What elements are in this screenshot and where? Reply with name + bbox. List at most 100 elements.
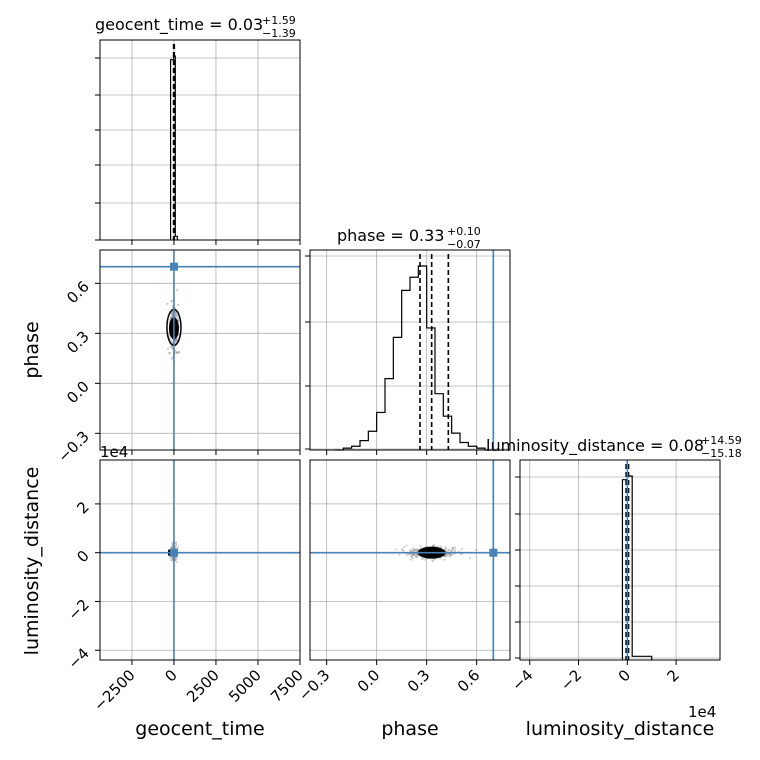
panel-phase-hist — [309, 249, 511, 451]
xtick-label-luminosity-distance-2: 0 — [615, 666, 634, 685]
xtick-label-luminosity-distance-1: −2 — [557, 666, 585, 694]
scatter-point-b-167 — [166, 347, 170, 350]
xtick-label-phase-1: 0.0 — [354, 666, 384, 696]
scatter-point-b-75 — [174, 349, 177, 352]
ytick-label-phase-3: 0.6 — [63, 277, 93, 307]
scatter-point-e-30 — [405, 544, 408, 547]
scatter-point-b-250 — [176, 313, 179, 316]
scatter-point-e-224 — [414, 548, 416, 551]
scatter-point-d-127 — [170, 546, 173, 549]
ylabel-phase: phase — [21, 321, 43, 378]
scatter-point-b-103 — [176, 288, 179, 292]
panel-geocent-time-luminosity-distance — [99, 459, 301, 661]
panel-geocent-time-hist — [99, 39, 301, 241]
ytick-label-luminosity-distance-3: 2 — [73, 498, 92, 517]
ylabel-luminosity-distance: luminosity_distance — [21, 467, 43, 656]
truth-marker-e — [489, 548, 498, 557]
xtick-label-geocent-time-2: 2500 — [183, 666, 223, 706]
title-luminosity-distance-plus: +14.59 — [701, 434, 742, 447]
scatter-point-b-26 — [166, 302, 169, 305]
scatter-point-e-222 — [449, 554, 452, 557]
panel-geocent-time-phase — [99, 249, 301, 451]
scatter-point-e-311 — [408, 553, 411, 556]
scatter-point-e-273 — [431, 559, 434, 562]
scatter-point-e-259 — [412, 547, 415, 550]
scatter-point-e-126 — [447, 549, 450, 552]
truth-marker-b — [169, 262, 178, 271]
scatter-point-e-217 — [474, 549, 477, 551]
scatter-point-b-244 — [168, 352, 172, 355]
scatter-point-e-270 — [451, 553, 454, 556]
scatter-point-e-277 — [419, 545, 422, 548]
scatter-point-e-146 — [451, 546, 454, 549]
xtick-label-geocent-time-1: 0 — [161, 666, 180, 685]
offset-text-y: 1e4 — [100, 443, 128, 461]
ytick-label-luminosity-distance-0: −4 — [64, 644, 92, 672]
scatter-point-e-18 — [468, 557, 471, 559]
hist-luminosity-distance — [621, 475, 653, 660]
scatter-point-b-258 — [170, 382, 173, 385]
scatter-point-b-91 — [177, 333, 180, 336]
scatter-point-b-184 — [170, 313, 173, 316]
ytick-label-phase-1: 0.0 — [63, 377, 93, 407]
panel-phase-luminosity-distance — [309, 459, 511, 661]
scatter-point-d-101 — [169, 559, 172, 562]
scatter-point-e-317 — [413, 553, 415, 556]
scatter-point-b-228 — [170, 346, 173, 349]
truth-marker-d — [169, 548, 178, 557]
scatter-point-e-3 — [454, 546, 456, 549]
scatter-point-e-319 — [416, 548, 419, 551]
scatter-point-e-287 — [402, 546, 405, 549]
scatter-point-b-175 — [175, 351, 178, 354]
scatter-point-e-51 — [444, 548, 447, 550]
xtick-label-phase-0: −0.3 — [295, 666, 333, 704]
scatter-point-e-164 — [433, 558, 436, 561]
ytick-label-luminosity-distance-2: 0 — [73, 547, 92, 566]
scatter-point-b-207 — [177, 303, 180, 306]
title-luminosity-distance: luminosity_distance = 0.08 — [486, 436, 704, 456]
title-geocent-time-plus: +1.59 — [262, 14, 296, 27]
ytick-label-phase-2: 0.3 — [63, 327, 93, 357]
xtick-label-luminosity-distance-0: −4 — [508, 666, 536, 694]
scatter-point-e-304 — [415, 556, 418, 559]
scatter-point-e-299 — [409, 558, 412, 561]
ytick-label-luminosity-distance-1: −2 — [64, 596, 92, 624]
title-geocent-time: geocent_time = 0.03 — [95, 15, 263, 35]
scatter-point-e-63 — [424, 558, 426, 561]
scatter-point-e-290 — [398, 554, 401, 556]
scatter-point-d-29 — [175, 560, 178, 563]
scatter-point-e-296 — [411, 553, 414, 556]
scatter-point-e-289 — [409, 548, 412, 551]
scatter-point-e-286 — [433, 544, 436, 547]
xtick-label-luminosity-distance-3: 2 — [663, 666, 682, 685]
panel-luminosity-distance-hist — [519, 459, 721, 661]
xtick-label-phase-3: 0.6 — [454, 666, 484, 696]
scatter-point-e-96 — [461, 548, 463, 551]
scatter-point-d-105 — [175, 544, 178, 546]
scatter-point-e-47 — [405, 554, 408, 557]
xtick-label-geocent-time-3: 5000 — [225, 666, 265, 706]
ytick-label-phase-0: −0.3 — [54, 427, 92, 465]
scatter-point-d-4 — [177, 546, 180, 549]
title-luminosity-distance-minus: −15.18 — [701, 447, 742, 460]
scatter-point-e-117 — [401, 549, 404, 552]
xlabel-phase: phase — [381, 718, 438, 740]
title-phase: phase = 0.33 — [337, 226, 444, 245]
scatter-point-d-32 — [171, 559, 174, 562]
scatter-point-e-220 — [440, 546, 443, 549]
xlabel-luminosity-distance: luminosity_distance — [526, 718, 715, 740]
scatter-point-b-225 — [170, 357, 173, 360]
offset-text-x: 1e4 — [688, 703, 716, 721]
scatter-point-e-91 — [454, 549, 457, 552]
title-phase-minus: −0.07 — [447, 238, 481, 251]
scatter-point-b-9 — [170, 339, 173, 342]
scatter-point-e-168 — [420, 557, 423, 560]
scatter-point-d-124 — [175, 541, 178, 544]
scatter-point-e-292 — [448, 553, 451, 556]
scatter-point-b-125 — [178, 351, 181, 354]
title-geocent-time-minus: −1.39 — [262, 27, 296, 40]
scatter-point-e-123 — [451, 550, 454, 552]
scatter-point-e-113 — [443, 558, 446, 561]
scatter-point-b-222 — [169, 315, 173, 318]
